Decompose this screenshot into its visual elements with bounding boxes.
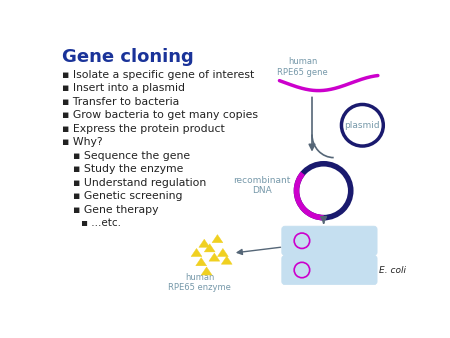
Text: ▪ Gene therapy: ▪ Gene therapy: [73, 204, 159, 215]
Text: ▪ Understand regulation: ▪ Understand regulation: [73, 178, 207, 188]
Text: E. coli: E. coli: [378, 266, 405, 274]
Text: ▪ Why?: ▪ Why?: [63, 137, 103, 147]
Text: Gene cloning: Gene cloning: [63, 48, 194, 66]
Text: ▪ Express the protein product: ▪ Express the protein product: [63, 124, 225, 134]
Polygon shape: [212, 235, 223, 243]
Text: ▪ Isolate a specific gene of interest: ▪ Isolate a specific gene of interest: [63, 70, 255, 80]
Polygon shape: [221, 256, 232, 264]
Polygon shape: [199, 239, 210, 247]
Text: ▪ Grow bacteria to get many copies: ▪ Grow bacteria to get many copies: [63, 110, 258, 120]
Polygon shape: [217, 248, 228, 257]
Polygon shape: [191, 248, 202, 257]
Text: ▪ Study the enzyme: ▪ Study the enzyme: [73, 164, 184, 174]
FancyBboxPatch shape: [282, 226, 377, 256]
Text: plasmid: plasmid: [345, 121, 380, 130]
Polygon shape: [201, 267, 212, 275]
Polygon shape: [204, 244, 215, 252]
Text: ▪ Genetic screening: ▪ Genetic screening: [73, 191, 183, 201]
Text: recombinant
DNA: recombinant DNA: [233, 176, 290, 195]
Text: ▪ Transfer to bacteria: ▪ Transfer to bacteria: [63, 97, 180, 107]
Text: human
RPE65 enzyme: human RPE65 enzyme: [168, 273, 231, 292]
Polygon shape: [196, 258, 207, 266]
Text: ▪ Sequence the gene: ▪ Sequence the gene: [73, 151, 190, 161]
Text: ▪ Insert into a plasmid: ▪ Insert into a plasmid: [63, 83, 185, 93]
Text: ▪ ...etc.: ▪ ...etc.: [81, 218, 121, 228]
Polygon shape: [209, 253, 220, 261]
Text: human
RPE65 gene: human RPE65 gene: [277, 57, 328, 77]
FancyBboxPatch shape: [282, 256, 377, 285]
